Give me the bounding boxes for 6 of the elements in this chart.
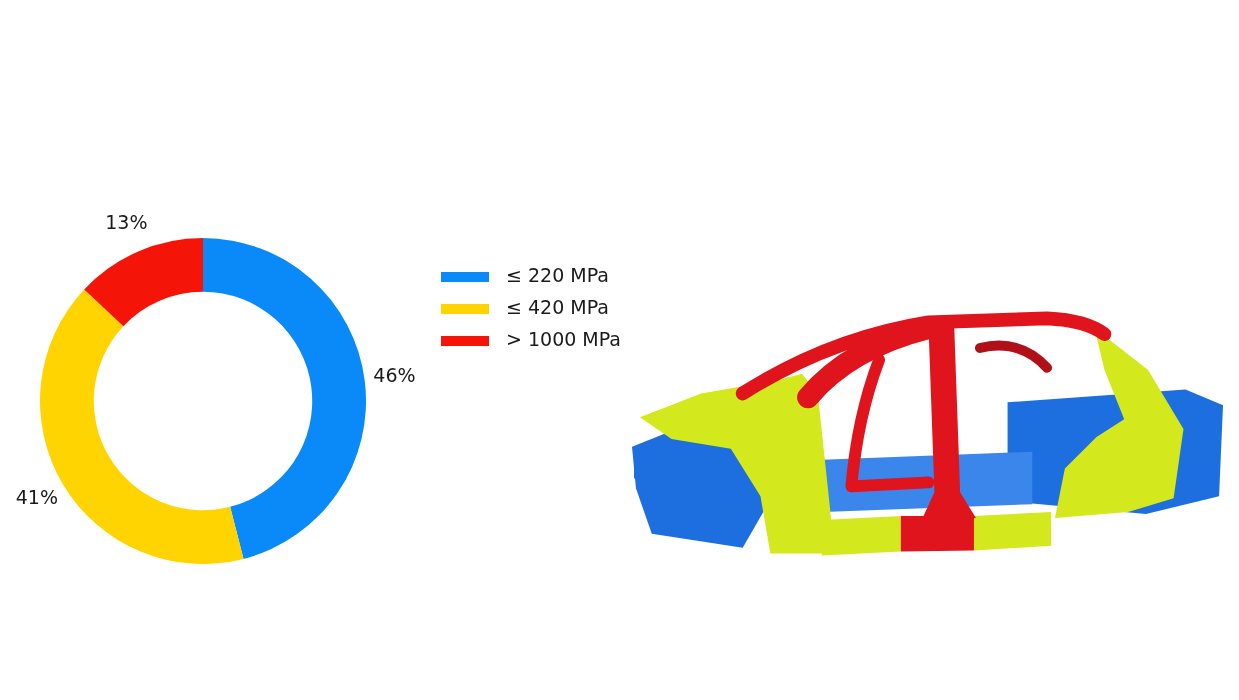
legend-label: > 1000 MPa [506, 327, 621, 350]
data-label: 46% [373, 363, 416, 386]
data-label: 41% [15, 486, 58, 509]
data-label: 13% [105, 210, 148, 233]
legend-label: ≤ 420 MPa [506, 295, 609, 318]
legend-label: ≤ 220 MPa [506, 263, 609, 286]
